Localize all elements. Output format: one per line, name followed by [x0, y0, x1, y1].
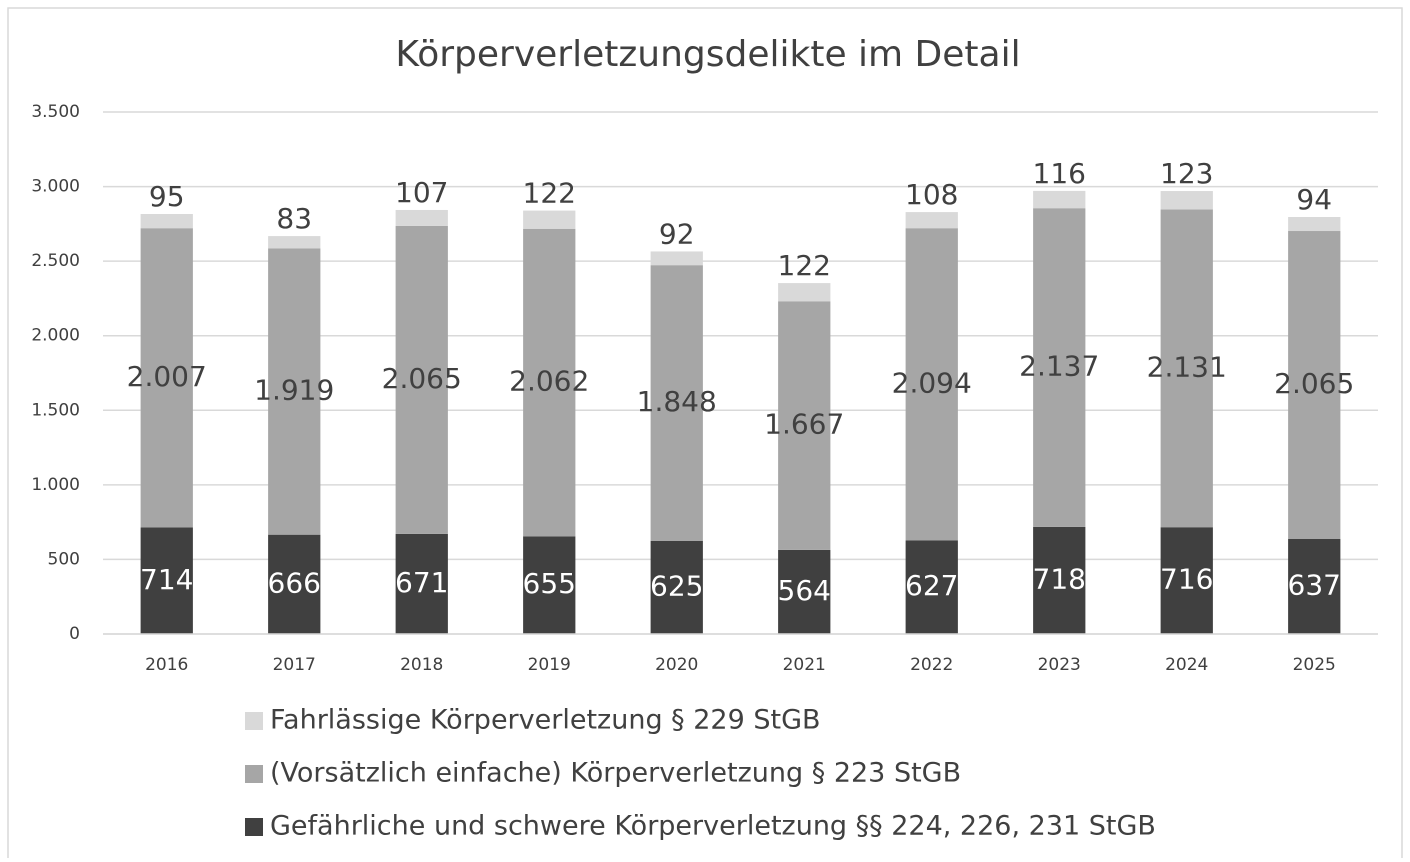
data-label: 716	[1160, 563, 1213, 596]
bar-segment	[1033, 190, 1086, 209]
data-label: 83	[276, 202, 312, 235]
data-label: 627	[905, 569, 958, 602]
data-label: 116	[1033, 157, 1086, 190]
x-tick-label: 2016	[145, 655, 188, 675]
data-label: 671	[395, 566, 448, 599]
bar-segment	[395, 209, 448, 226]
legend-swatch	[245, 818, 263, 836]
legend-label: Fahrlässige Körperverletzung § 229 StGB	[270, 705, 821, 736]
y-tick-label: 3.500	[31, 102, 80, 122]
bar-segment	[1160, 527, 1213, 634]
bar-segment	[650, 251, 703, 266]
data-label: 2.131	[1147, 350, 1227, 383]
x-tick-label: 2020	[655, 655, 698, 675]
data-label: 2.065	[1274, 367, 1354, 400]
bar-segment	[395, 225, 448, 534]
y-tick-label: 2.500	[31, 251, 80, 271]
bar-segment	[1288, 216, 1341, 232]
x-tick-label: 2021	[783, 655, 826, 675]
x-tick-label: 2023	[1038, 655, 1081, 675]
bar-segment	[268, 236, 321, 249]
bar-segment	[778, 283, 831, 302]
data-label: 2.137	[1019, 350, 1099, 383]
bar-segment	[778, 301, 831, 550]
bar-segment	[1033, 208, 1086, 527]
data-label: 564	[778, 574, 831, 607]
data-label: 637	[1288, 568, 1341, 601]
bar-segment	[905, 212, 958, 229]
bar-segment	[140, 214, 193, 229]
bar-segment	[905, 228, 958, 541]
x-tick-label: 2022	[910, 655, 953, 675]
data-label: 1.848	[637, 385, 717, 418]
data-label: 92	[659, 217, 695, 250]
bar-segment	[1288, 231, 1341, 539]
data-label: 122	[523, 177, 576, 210]
bar-segment	[1288, 538, 1341, 634]
bar-segment	[905, 540, 958, 634]
y-tick-label: 3.000	[31, 177, 80, 197]
y-tick-label: 1.000	[31, 475, 80, 495]
y-tick-label: 2.000	[31, 326, 80, 346]
x-tick-label: 2019	[528, 655, 571, 675]
chart-title: Körperverletzungsdelikte im Detail	[395, 34, 1020, 75]
bar-segment	[523, 536, 576, 634]
x-tick-label: 2025	[1293, 655, 1336, 675]
legend-swatch	[245, 712, 263, 730]
y-tick-label: 0	[69, 624, 80, 644]
data-label: 122	[778, 249, 831, 282]
bar-segment	[140, 527, 193, 634]
bar-segment	[268, 534, 321, 634]
bar-segment	[395, 533, 448, 634]
x-tick-label: 2017	[273, 655, 316, 675]
bar-segment	[778, 549, 831, 634]
data-label: 95	[149, 180, 185, 213]
bar-segment	[523, 210, 576, 229]
data-label: 666	[268, 566, 321, 599]
bar-segment	[268, 248, 321, 535]
data-label: 108	[905, 178, 958, 211]
data-label: 2.062	[509, 365, 589, 398]
x-tick-label: 2018	[400, 655, 443, 675]
data-label: 2.007	[127, 360, 207, 393]
data-label: 718	[1033, 562, 1086, 595]
x-tick-label: 2024	[1165, 655, 1208, 675]
bar-segment	[1160, 191, 1213, 210]
data-label: 625	[650, 569, 703, 602]
data-label: 94	[1296, 183, 1332, 216]
y-tick-label: 1.500	[31, 400, 80, 420]
data-label: 107	[395, 176, 448, 209]
data-label: 2.094	[892, 366, 972, 399]
bar-segment	[1033, 526, 1086, 634]
bar-segment	[1160, 209, 1213, 528]
legend-swatch	[245, 765, 263, 783]
data-label: 655	[523, 567, 576, 600]
bar-segment	[140, 228, 193, 528]
data-label: 1.667	[764, 408, 844, 441]
bar-segment	[523, 228, 576, 537]
bar-segment	[650, 265, 703, 541]
data-label: 1.919	[254, 374, 334, 407]
data-label: 123	[1160, 157, 1213, 190]
legend-label: Gefährliche und schwere Körperverletzung…	[270, 811, 1156, 842]
legend-label: (Vorsätzlich einfache) Körperverletzung …	[270, 758, 961, 789]
bar-segment	[650, 540, 703, 634]
data-label: 714	[140, 563, 193, 596]
data-label: 2.065	[382, 362, 462, 395]
y-tick-label: 500	[48, 549, 80, 569]
